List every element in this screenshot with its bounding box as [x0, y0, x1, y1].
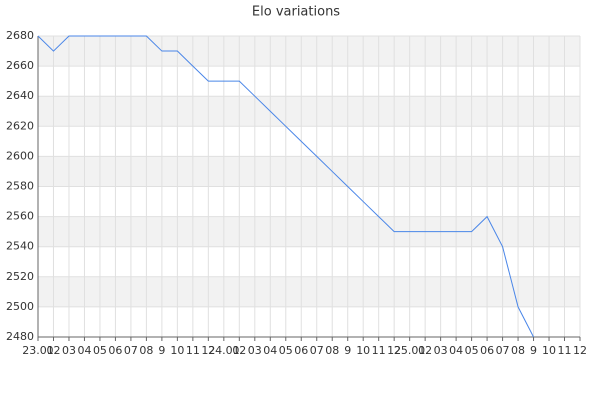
grid-band	[38, 96, 580, 127]
x-tick-label: 9	[344, 344, 351, 357]
x-tick-label: 05	[465, 344, 479, 357]
x-tick-label: 04	[449, 344, 463, 357]
x-tick-label: 06	[480, 344, 494, 357]
x-tick-label: 07	[310, 344, 324, 357]
x-tick-label: 23.01	[22, 344, 54, 357]
y-tick-label: 2640	[6, 89, 34, 102]
x-tick-label: 03	[434, 344, 448, 357]
x-tick-label: 05	[279, 344, 293, 357]
x-tick-label: 11	[558, 344, 572, 357]
x-tick-label: 07	[496, 344, 510, 357]
y-tick-label: 2560	[6, 210, 34, 223]
x-tick-label: 24.01	[208, 344, 240, 357]
x-tick-label: 04	[77, 344, 91, 357]
grid-band	[38, 36, 580, 67]
x-tick-label: 12	[573, 344, 587, 357]
y-tick-label: 2680	[6, 29, 34, 42]
x-tick-label: 10	[356, 344, 370, 357]
x-tick-label: 02	[46, 344, 60, 357]
x-tick-label: 08	[139, 344, 153, 357]
x-tick-label: 08	[325, 344, 339, 357]
x-tick-label: 11	[372, 344, 386, 357]
x-tick-label: 12	[387, 344, 401, 357]
x-tick-label: 9	[158, 344, 165, 357]
x-tick-label: 08	[511, 344, 525, 357]
x-tick-label: 04	[263, 344, 277, 357]
y-tick-label: 2580	[6, 180, 34, 193]
x-tick-label: 25.01	[394, 344, 426, 357]
x-tick-label: 12	[201, 344, 215, 357]
x-tick-label: 11	[186, 344, 200, 357]
x-tick-label: 05	[93, 344, 107, 357]
x-tick-label: 03	[248, 344, 262, 357]
line	[37, 35, 534, 338]
y-tick-label: 2660	[6, 59, 34, 72]
x-tick-label: 9	[530, 344, 537, 357]
chart-title: Elo variations	[252, 5, 340, 20]
grid-band	[38, 216, 580, 247]
x-tick-label: 10	[542, 344, 556, 357]
x-tick-label: 06	[108, 344, 122, 357]
x-tick-label: 03	[62, 344, 76, 357]
grid-band	[38, 276, 580, 307]
x-tick-label: 02	[232, 344, 246, 357]
x-tick-label: 10	[170, 344, 184, 357]
y-tick-label: 2520	[6, 270, 34, 283]
x-tick-label: 02	[418, 344, 432, 357]
y-tick-label: 2620	[6, 119, 34, 132]
x-tick-label: 07	[124, 344, 138, 357]
grid-band	[38, 156, 580, 187]
y-tick-label: 2500	[6, 300, 34, 313]
y-tick-label: 2600	[6, 149, 34, 162]
y-tick-label: 2540	[6, 240, 34, 253]
y-tick-label: 2480	[6, 330, 34, 343]
x-tick-label: 06	[294, 344, 308, 357]
